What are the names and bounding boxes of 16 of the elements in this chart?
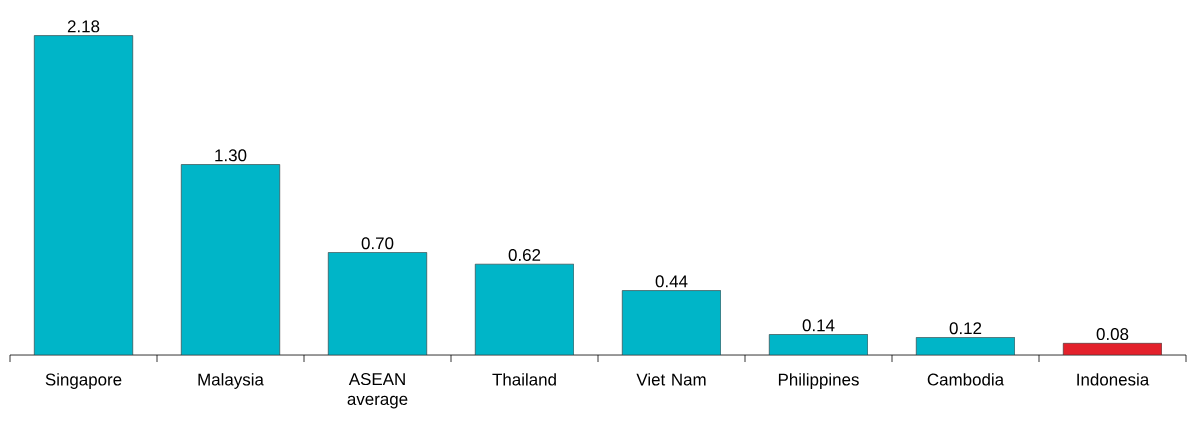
x-tick-label: Indonesia — [1077, 373, 1150, 386]
data-label: 0.70 — [361, 237, 394, 250]
data-label: 0.12 — [949, 322, 982, 335]
data-label: 1.30 — [215, 149, 247, 162]
x-tick-label: Viet Nam — [636, 373, 706, 386]
data-label: 0.14 — [802, 319, 835, 332]
data-label: 0.62 — [508, 248, 541, 261]
data-label: 0.08 — [1096, 328, 1129, 341]
x-tick-label: Philippines — [778, 373, 859, 389]
x-tick-label: Thailand — [492, 373, 556, 386]
x-tick-label: Singapore — [45, 373, 122, 389]
data-label: 2.18 — [67, 20, 100, 33]
data-label: 0.44 — [655, 275, 688, 288]
x-tick-label: Malaysia — [198, 373, 264, 389]
x-tick-label: Cambodia — [927, 373, 1005, 386]
x-tick-label: ASEAN average — [347, 373, 408, 409]
